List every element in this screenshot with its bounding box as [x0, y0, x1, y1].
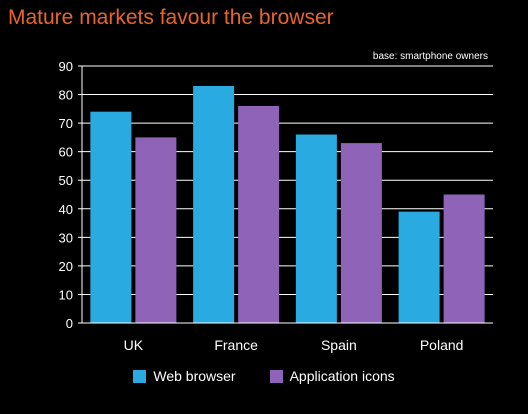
- y-tick-label-70: 70: [59, 116, 73, 131]
- legend-item-web-browser: Web browser: [133, 368, 236, 384]
- bar-france-application-icons: [238, 105, 280, 323]
- y-tick-label-90: 90: [59, 59, 73, 74]
- y-tick-label-30: 30: [59, 230, 73, 245]
- bar-uk-web-browser: [90, 111, 132, 323]
- y-tick-label-60: 60: [59, 145, 73, 160]
- chart-title: Mature markets favour the browser: [8, 6, 334, 29]
- x-tick-label-france: France: [214, 337, 258, 353]
- bars: [90, 85, 485, 323]
- legend-label-application-icons: Application icons: [289, 368, 395, 384]
- y-tick-label-40: 40: [59, 202, 73, 217]
- x-tick-label-uk: UK: [124, 337, 144, 353]
- y-tick-label-50: 50: [59, 173, 73, 188]
- x-tick-label-spain: Spain: [321, 337, 357, 353]
- y-tick-label-0: 0: [66, 316, 73, 331]
- y-tick-label-10: 10: [59, 287, 73, 302]
- y-tick-label-80: 80: [59, 88, 73, 103]
- x-tick-label-poland: Poland: [420, 337, 464, 353]
- base-note: base: smartphone owners: [372, 51, 488, 62]
- axes: [78, 65, 493, 324]
- bar-france-web-browser: [193, 85, 235, 323]
- y-tick-label-20: 20: [59, 259, 73, 274]
- legend: Web browser Application icons: [0, 368, 528, 384]
- legend-item-application-icons: Application icons: [269, 368, 395, 384]
- legend-swatch-web-browser: [133, 369, 147, 383]
- bar-uk-application-icons: [135, 137, 177, 323]
- legend-swatch-application-icons: [269, 369, 283, 383]
- bar-poland-web-browser: [398, 211, 440, 323]
- legend-label-web-browser: Web browser: [153, 368, 236, 384]
- bar-spain-web-browser: [295, 134, 337, 323]
- bar-spain-application-icons: [340, 143, 382, 323]
- axis-labels: 0 10 20 30 40 50 60 70 80 90 UK France Spain Poland: [59, 59, 464, 353]
- bar-poland-application-icons: [443, 194, 485, 323]
